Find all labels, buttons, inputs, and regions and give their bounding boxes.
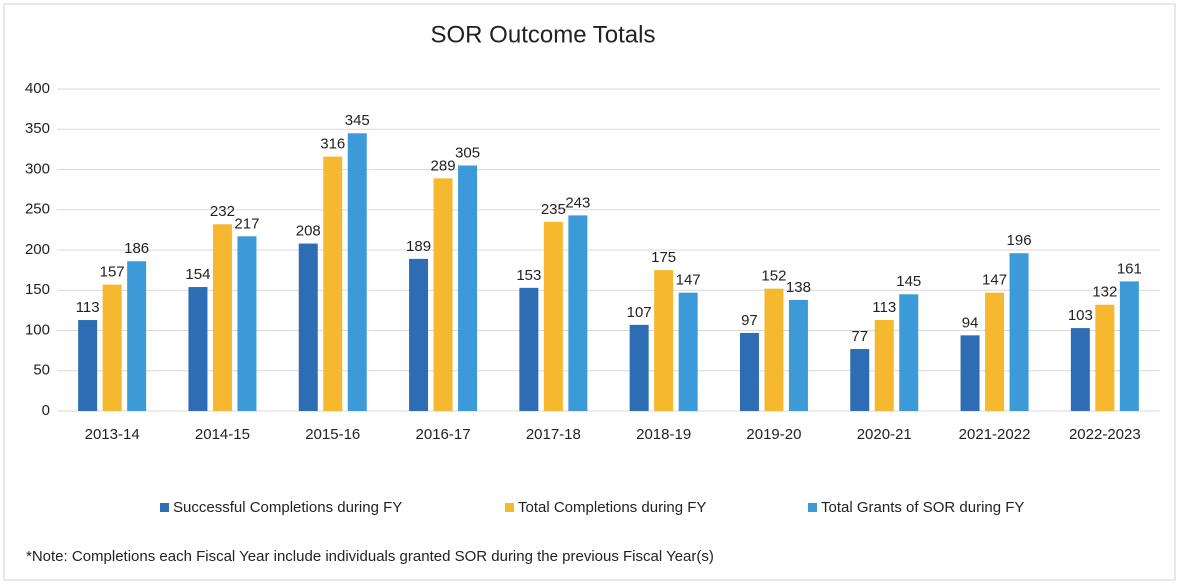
value-label: 94 (962, 314, 979, 331)
bar (127, 261, 147, 411)
value-label: 232 (210, 203, 235, 220)
bar (409, 258, 429, 411)
legend-swatch (160, 503, 169, 512)
value-label: 107 (627, 304, 652, 321)
bar (764, 288, 784, 411)
y-tick-label: 350 (25, 120, 50, 137)
bar (1119, 281, 1139, 411)
bar (568, 215, 588, 411)
value-label: 305 (455, 144, 480, 161)
value-label: 153 (516, 267, 541, 284)
bar (654, 270, 674, 411)
bar (347, 133, 367, 411)
value-label: 175 (651, 249, 676, 266)
value-label: 97 (741, 312, 758, 329)
value-label: 235 (541, 201, 566, 218)
x-tick-label: 2020-21 (857, 426, 912, 443)
bar (850, 349, 870, 411)
bar (212, 224, 232, 411)
value-label: 132 (1092, 284, 1117, 301)
y-tick-label: 100 (25, 321, 50, 338)
value-label: 217 (234, 215, 259, 232)
bar (458, 165, 478, 411)
bar (874, 320, 894, 411)
legend-label: Successful Completions during FY (173, 499, 402, 516)
value-label: 289 (431, 157, 456, 174)
value-label: 316 (320, 136, 345, 153)
value-label: 189 (406, 238, 431, 255)
x-tick-label: 2022-2023 (1069, 426, 1141, 443)
value-label: 186 (124, 240, 149, 257)
bar (960, 335, 980, 411)
chart-frame (3, 3, 1176, 581)
bar (899, 294, 919, 411)
value-label: 154 (185, 266, 210, 283)
y-tick-label: 400 (25, 80, 50, 97)
legend-label: Total Grants of SOR during FY (821, 499, 1024, 516)
x-tick-label: 2017-18 (526, 426, 581, 443)
value-label: 147 (676, 272, 701, 289)
legend-label: Total Completions during FY (518, 499, 706, 516)
bar (323, 156, 343, 411)
x-tick-label: 2015-16 (305, 426, 360, 443)
legend-swatch (808, 503, 817, 512)
value-label: 345 (345, 112, 370, 129)
value-label: 138 (786, 279, 811, 296)
bar (1009, 253, 1029, 411)
chart-title: SOR Outcome Totals (431, 21, 656, 48)
y-tick-label: 0 (42, 402, 50, 419)
value-label: 147 (982, 272, 1007, 289)
value-label: 208 (296, 223, 321, 240)
x-tick-label: 2018-19 (636, 426, 691, 443)
bar (519, 287, 539, 411)
value-label: 196 (1007, 232, 1032, 249)
value-label: 77 (851, 328, 868, 345)
value-label: 145 (896, 273, 921, 290)
y-tick-label: 250 (25, 201, 50, 218)
value-label: 161 (1117, 260, 1142, 277)
bar (788, 299, 808, 411)
x-tick-label: 2016-17 (416, 426, 471, 443)
bar (1095, 304, 1115, 411)
y-tick-label: 50 (33, 362, 50, 379)
bar (433, 178, 453, 411)
value-label: 152 (761, 268, 786, 285)
bar (1070, 328, 1090, 411)
bar (102, 284, 122, 411)
y-tick-label: 200 (25, 241, 50, 258)
bar (237, 236, 257, 411)
y-tick-label: 150 (25, 281, 50, 298)
bar (298, 243, 318, 411)
bar (188, 287, 208, 411)
y-tick-label: 300 (25, 160, 50, 177)
x-tick-label: 2021-2022 (959, 426, 1031, 443)
x-tick-label: 2019-20 (746, 426, 801, 443)
bar (985, 292, 1005, 411)
value-label: 243 (565, 194, 590, 211)
value-label: 113 (76, 299, 100, 316)
bar (543, 221, 563, 411)
x-tick-label: 2014-15 (195, 426, 250, 443)
x-tick-label: 2013-14 (85, 426, 140, 443)
value-label: 157 (100, 264, 125, 281)
value-label: 103 (1068, 307, 1093, 324)
legend-swatch (505, 503, 514, 512)
note: *Note: Completions each Fiscal Year incl… (26, 548, 714, 565)
bar (629, 324, 649, 411)
bar (78, 320, 98, 411)
bar (678, 292, 698, 411)
bar (739, 332, 759, 411)
value-label: 113 (872, 299, 896, 316)
